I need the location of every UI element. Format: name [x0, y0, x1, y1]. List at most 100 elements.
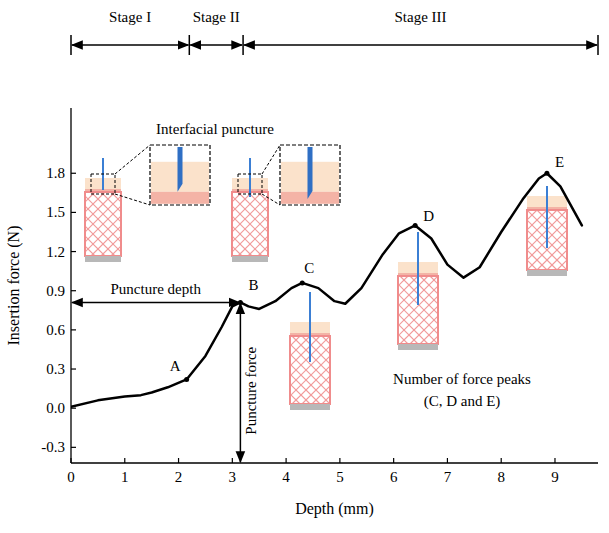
y-tick-label: 0.9: [46, 283, 65, 299]
hatch-line: [85, 192, 121, 256]
y-axis-line: [70, 108, 71, 463]
key-point: [544, 171, 549, 176]
tissue-hatch: [85, 192, 121, 256]
zoom-connector: [262, 194, 280, 205]
hatch-line: [248, 192, 268, 256]
y-axis-title: Insertion force (N): [5, 226, 23, 346]
tissue-border: [85, 192, 121, 256]
hatch-line: [312, 336, 330, 404]
hatch-line: [302, 336, 330, 404]
puncture-depth-label: Puncture depth: [110, 281, 201, 297]
zoom-ground: [150, 145, 210, 205]
needle: [417, 232, 419, 305]
hatch-line: [238, 192, 268, 256]
hatch-line: [258, 192, 268, 256]
stage-span: [244, 44, 597, 46]
hatch-line: [101, 192, 121, 256]
hatch-line: [537, 210, 567, 270]
y-tick: [71, 368, 76, 369]
stage-boundary: [70, 35, 72, 55]
zoom-needle: [308, 147, 313, 199]
base-layer: [85, 256, 121, 262]
hatch-line: [547, 210, 567, 270]
hatch-line: [527, 210, 557, 270]
plot-area: [71, 171, 582, 407]
x-tick-label: 5: [336, 469, 344, 485]
hatch-line: [312, 336, 330, 404]
hatch-line: [410, 276, 438, 344]
zoom-interface: [151, 192, 209, 204]
hatch-line: [557, 210, 567, 270]
x-tick: [124, 458, 125, 463]
y-tick: [71, 447, 76, 448]
x-tick-label: 3: [229, 469, 237, 485]
hatch-line: [248, 192, 268, 256]
x-tick: [447, 458, 448, 463]
point-label: E: [555, 154, 564, 170]
x-tick: [70, 458, 71, 463]
puncture-force-arrow: [240, 303, 242, 462]
hatch-line: [547, 210, 567, 270]
zoom-box: [150, 145, 210, 205]
hatch-line: [101, 192, 121, 256]
y-tick: [71, 251, 76, 252]
key-point: [238, 300, 243, 305]
puncture-depth-arrow: [72, 302, 239, 304]
needle: [546, 186, 548, 248]
hatch-line: [232, 192, 252, 256]
stage-boundary: [189, 35, 191, 55]
x-tick: [393, 458, 394, 463]
y-tick: [71, 329, 76, 330]
zoom-source-box: [238, 174, 262, 194]
point-label: A: [170, 358, 181, 374]
y-tick-label: 1.5: [46, 204, 65, 220]
y-tick-label: 1.8: [46, 165, 65, 181]
hatch-line: [322, 336, 330, 404]
hatch-line: [111, 192, 121, 256]
zoom-connector: [115, 145, 150, 174]
hatch-line: [232, 192, 252, 256]
x-tick: [286, 458, 287, 463]
needle: [309, 292, 311, 362]
x-tick-label: 9: [551, 469, 559, 485]
y-tick: [71, 173, 76, 174]
base-layer: [398, 344, 438, 350]
y-tick-label: 0.3: [46, 361, 65, 377]
zoom-needle: [178, 147, 183, 192]
hatch-line: [420, 276, 438, 344]
x-tick-label: 0: [67, 469, 75, 485]
x-tick: [178, 458, 179, 463]
hatch-line: [111, 192, 121, 256]
interfacial-label: Interfacial puncture: [156, 121, 274, 137]
chart: Stage IStage IIStage III0123456789-0.30.…: [0, 0, 609, 533]
x-tick-label: 1: [121, 469, 129, 485]
x-tick-label: 2: [175, 469, 183, 485]
stage-boundary: [597, 35, 599, 55]
point-label: B: [248, 277, 258, 293]
tissue-hatch: [232, 192, 268, 256]
hatch-line: [430, 276, 438, 344]
base-layer: [527, 270, 567, 276]
hatch-line: [410, 276, 438, 344]
force-curve: [71, 173, 582, 407]
zoom-inset: [238, 145, 340, 205]
tissue-border: [232, 192, 268, 256]
tissue-schematic: [467, 186, 609, 276]
zoom-ground: [280, 145, 340, 205]
hatch-line: [258, 192, 268, 256]
x-tick: [501, 458, 502, 463]
hatch-line: [91, 192, 121, 256]
hatch-line: [322, 336, 330, 404]
hatch-line: [85, 192, 105, 256]
stage-label: Stage III: [395, 9, 447, 25]
zoom-inset: [91, 145, 210, 205]
y-tick: [71, 212, 76, 213]
needle: [249, 158, 251, 197]
x-tick: [554, 458, 555, 463]
peaks-label: Number of force peaks: [393, 371, 531, 387]
y-tick-label: -0.3: [41, 439, 65, 455]
zoom-box: [280, 145, 340, 205]
point-label: C: [304, 260, 314, 276]
stage-span: [72, 44, 188, 46]
point-label: D: [423, 208, 434, 224]
